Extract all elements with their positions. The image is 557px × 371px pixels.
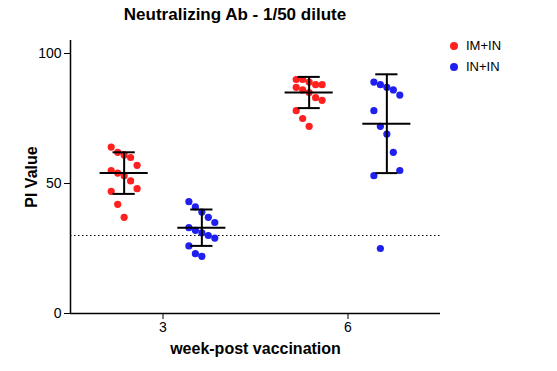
svg-text:6: 6: [344, 319, 352, 335]
svg-text:week-post vaccination: week-post vaccination: [169, 340, 341, 357]
svg-text:50: 50: [46, 175, 62, 191]
svg-text:3: 3: [159, 319, 167, 335]
svg-text:0: 0: [54, 305, 62, 321]
svg-text:100: 100: [38, 45, 62, 61]
html-text:IN+IN: IN+IN: [466, 59, 500, 74]
svg-text:PI Value: PI Value: [23, 146, 40, 207]
html-text:IM+IN: IM+IN: [466, 38, 501, 53]
html-text:Neutralizing Ab - 1/50 dilute: Neutralizing Ab - 1/50 dilute: [123, 5, 347, 24]
